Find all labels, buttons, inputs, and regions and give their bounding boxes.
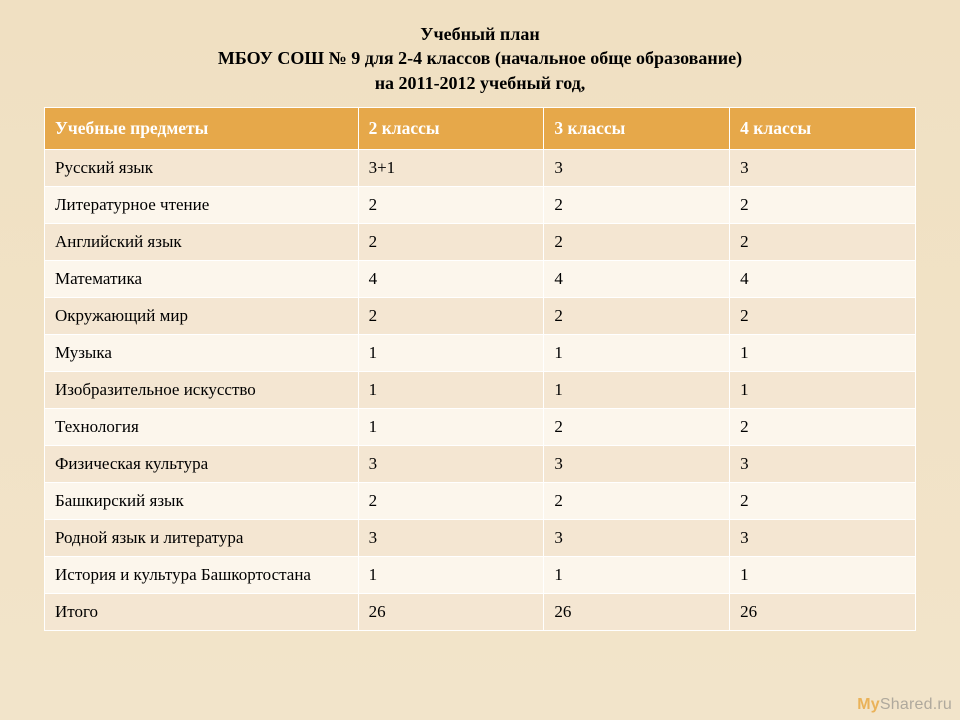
cell-value: 2 bbox=[544, 297, 730, 334]
cell-value: 26 bbox=[730, 593, 916, 630]
cell-value: 1 bbox=[730, 334, 916, 371]
cell-subject: Башкирский язык bbox=[45, 482, 359, 519]
table-header-row: Учебные предметы 2 классы 3 классы 4 кла… bbox=[45, 107, 916, 149]
col-header-grade4: 4 классы bbox=[730, 107, 916, 149]
cell-subject: Технология bbox=[45, 408, 359, 445]
cell-value: 2 bbox=[544, 408, 730, 445]
cell-value: 1 bbox=[544, 334, 730, 371]
col-header-grade2: 2 классы bbox=[358, 107, 544, 149]
table-row: Музыка 1 1 1 bbox=[45, 334, 916, 371]
cell-value: 1 bbox=[544, 371, 730, 408]
cell-value: 2 bbox=[544, 482, 730, 519]
curriculum-table-container: Учебные предметы 2 классы 3 классы 4 кла… bbox=[0, 107, 960, 631]
cell-value: 3+1 bbox=[358, 149, 544, 186]
table-row: Изобразительное искусство 1 1 1 bbox=[45, 371, 916, 408]
cell-value: 4 bbox=[730, 260, 916, 297]
table-row: Литературное чтение 2 2 2 bbox=[45, 186, 916, 223]
cell-value: 2 bbox=[544, 186, 730, 223]
cell-value: 4 bbox=[358, 260, 544, 297]
table-row: История и культура Башкортостана 1 1 1 bbox=[45, 556, 916, 593]
title-line-3: на 2011-2012 учебный год, bbox=[40, 71, 920, 95]
table-row: Математика 4 4 4 bbox=[45, 260, 916, 297]
cell-value: 2 bbox=[358, 186, 544, 223]
watermark-prefix: My bbox=[857, 696, 880, 713]
cell-value: 2 bbox=[730, 186, 916, 223]
cell-value: 2 bbox=[358, 482, 544, 519]
cell-value: 1 bbox=[358, 371, 544, 408]
cell-value: 1 bbox=[544, 556, 730, 593]
table-body: Русский язык 3+1 3 3 Литературное чтение… bbox=[45, 149, 916, 630]
cell-subject: История и культура Башкортостана bbox=[45, 556, 359, 593]
cell-value: 3 bbox=[730, 149, 916, 186]
cell-value: 26 bbox=[544, 593, 730, 630]
watermark-rest: Shared.ru bbox=[880, 696, 952, 713]
cell-value: 3 bbox=[730, 519, 916, 556]
title-line-1: Учебный план bbox=[40, 22, 920, 46]
cell-subject: Английский язык bbox=[45, 223, 359, 260]
cell-value: 2 bbox=[730, 408, 916, 445]
cell-value: 3 bbox=[358, 519, 544, 556]
cell-value: 3 bbox=[358, 445, 544, 482]
cell-subject: Математика bbox=[45, 260, 359, 297]
col-header-grade3: 3 классы bbox=[544, 107, 730, 149]
cell-subject: Физическая культура bbox=[45, 445, 359, 482]
cell-value: 1 bbox=[730, 556, 916, 593]
table-row: Английский язык 2 2 2 bbox=[45, 223, 916, 260]
cell-value: 4 bbox=[544, 260, 730, 297]
cell-subject: Литературное чтение bbox=[45, 186, 359, 223]
cell-value: 2 bbox=[730, 482, 916, 519]
cell-value: 1 bbox=[358, 408, 544, 445]
table-row: Родной язык и литература 3 3 3 bbox=[45, 519, 916, 556]
cell-value: 1 bbox=[358, 556, 544, 593]
title-line-2: МБОУ СОШ № 9 для 2-4 классов (начальное … bbox=[40, 46, 920, 70]
cell-value: 3 bbox=[544, 445, 730, 482]
cell-value: 3 bbox=[730, 445, 916, 482]
table-row: Башкирский язык 2 2 2 bbox=[45, 482, 916, 519]
cell-subject: Родной язык и литература bbox=[45, 519, 359, 556]
cell-value: 2 bbox=[544, 223, 730, 260]
page-title: Учебный план МБОУ СОШ № 9 для 2-4 классо… bbox=[0, 0, 960, 107]
col-header-subject: Учебные предметы bbox=[45, 107, 359, 149]
table-row: Физическая культура 3 3 3 bbox=[45, 445, 916, 482]
cell-value: 1 bbox=[730, 371, 916, 408]
table-row: Технология 1 2 2 bbox=[45, 408, 916, 445]
cell-value: 2 bbox=[358, 223, 544, 260]
cell-value: 1 bbox=[358, 334, 544, 371]
cell-subject: Музыка bbox=[45, 334, 359, 371]
cell-subject: Итого bbox=[45, 593, 359, 630]
cell-value: 3 bbox=[544, 149, 730, 186]
cell-subject: Русский язык bbox=[45, 149, 359, 186]
curriculum-table: Учебные предметы 2 классы 3 классы 4 кла… bbox=[44, 107, 916, 631]
table-row: Окружающий мир 2 2 2 bbox=[45, 297, 916, 334]
cell-subject: Изобразительное искусство bbox=[45, 371, 359, 408]
cell-subject: Окружающий мир bbox=[45, 297, 359, 334]
table-row-total: Итого 26 26 26 bbox=[45, 593, 916, 630]
cell-value: 2 bbox=[358, 297, 544, 334]
cell-value: 2 bbox=[730, 223, 916, 260]
cell-value: 3 bbox=[544, 519, 730, 556]
cell-value: 2 bbox=[730, 297, 916, 334]
cell-value: 26 bbox=[358, 593, 544, 630]
table-row: Русский язык 3+1 3 3 bbox=[45, 149, 916, 186]
watermark: MyShared.ru bbox=[857, 696, 952, 714]
